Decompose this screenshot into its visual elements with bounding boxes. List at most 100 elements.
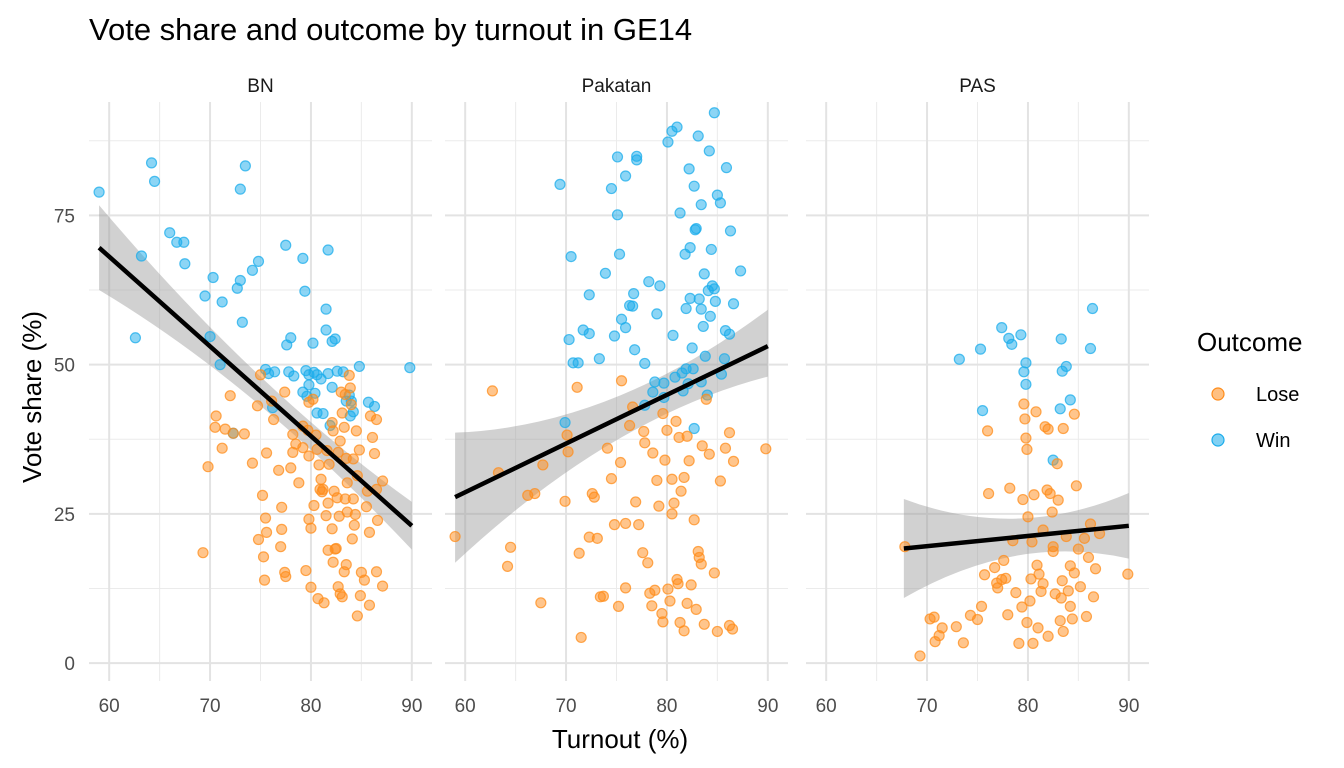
point-lose-bn	[320, 510, 332, 522]
point-lose-bn	[376, 475, 389, 487]
point-lose-pakatan	[696, 440, 708, 452]
point-lose-pakatan	[597, 590, 609, 602]
point-lose-pas	[1047, 545, 1059, 558]
point-lose-bn	[318, 597, 330, 609]
point-win-pakatan	[688, 180, 700, 192]
point-win-bn	[239, 160, 251, 172]
point-lose-bn	[371, 514, 384, 527]
point-lose-pakatan	[624, 419, 636, 432]
point-win-pakatan	[688, 422, 700, 435]
point-lose-pas	[928, 611, 940, 623]
point-lose-pas	[1033, 568, 1045, 580]
point-lose-bn	[343, 369, 355, 381]
point-lose-pas	[1004, 482, 1016, 494]
point-lose-bn	[257, 551, 270, 563]
point-lose-bn	[307, 393, 319, 405]
point-lose-pakatan	[651, 474, 663, 487]
panel-bn: BN	[89, 76, 432, 681]
point-lose-bn	[285, 462, 297, 474]
point-lose-pas	[1024, 595, 1036, 607]
point-lose-pakatan	[670, 415, 682, 427]
confidence-ribbon-pas	[903, 492, 1129, 599]
y-axis-title: Vote share (%)	[17, 311, 47, 483]
point-lose-pas	[1022, 511, 1034, 523]
point-lose-pas	[1046, 506, 1058, 518]
point-lose-pakatan	[727, 455, 740, 467]
point-lose-bn	[315, 473, 327, 485]
point-win-pakatan	[654, 280, 666, 292]
point-lose-pas	[1025, 573, 1037, 585]
point-lose-bn	[336, 591, 348, 603]
legend-title: Outcome	[1197, 327, 1303, 357]
point-lose-pas	[957, 637, 969, 649]
point-win-bn	[322, 244, 334, 256]
point-lose-bn	[358, 574, 371, 586]
point-lose-pakatan	[559, 495, 571, 507]
point-lose-pas	[1089, 563, 1102, 575]
point-lose-pas	[1000, 572, 1012, 584]
point-win-pakatan	[565, 250, 577, 263]
point-lose-pakatan	[638, 425, 650, 438]
point-lose-pakatan	[711, 625, 723, 638]
point-lose-bn	[251, 400, 264, 412]
legend-label-win: Win	[1256, 430, 1290, 452]
point-lose-bn	[347, 493, 359, 505]
point-lose-bn	[351, 610, 363, 622]
point-win-bn	[148, 175, 161, 187]
point-win-bn	[135, 250, 148, 262]
point-lose-bn	[246, 457, 259, 469]
point-lose-pas	[1122, 568, 1134, 580]
point-lose-pakatan	[659, 454, 671, 466]
point-win-bn	[236, 316, 248, 328]
point-win-pakatan	[684, 242, 696, 254]
point-lose-pakatan	[601, 442, 614, 454]
point-win-bn	[353, 360, 365, 373]
point-win-pakatan	[703, 145, 715, 157]
x-tick-label: 60	[816, 696, 837, 717]
point-lose-bn	[260, 447, 273, 459]
point-lose-pakatan	[714, 475, 727, 487]
point-lose-bn	[260, 526, 273, 538]
point-win-bn	[252, 255, 265, 267]
point-lose-bn	[258, 574, 271, 586]
point-lose-pas	[1052, 494, 1064, 506]
point-lose-pakatan	[647, 447, 659, 459]
point-lose-pas	[1042, 423, 1054, 435]
point-win-bn	[145, 157, 158, 169]
point-win-pakatan	[651, 308, 663, 320]
point-lose-bn	[313, 459, 325, 471]
point-lose-pas	[1051, 458, 1063, 470]
point-lose-pas	[1037, 578, 1049, 590]
point-win-pakatan	[599, 267, 612, 279]
point-lose-pakatan	[653, 500, 665, 512]
point-lose-pas	[1042, 630, 1054, 642]
point-lose-bn	[227, 427, 239, 439]
point-lose-bn	[275, 541, 287, 553]
point-win-pas	[1020, 378, 1032, 390]
point-win-pakatan	[684, 292, 696, 304]
x-tick-label: 90	[1118, 696, 1139, 717]
point-win-pakatan	[628, 288, 640, 300]
point-lose-pas	[1016, 601, 1028, 613]
point-win-bn	[303, 379, 315, 391]
point-lose-pakatan	[726, 623, 739, 635]
point-lose-pakatan	[633, 519, 645, 531]
point-lose-pakatan	[504, 541, 517, 553]
point-lose-pas	[1028, 489, 1040, 501]
point-lose-pakatan	[501, 560, 514, 572]
point-lose-bn	[202, 461, 214, 473]
point-lose-pakatan	[612, 600, 625, 612]
point-lose-pakatan	[681, 430, 693, 442]
point-lose-bn	[339, 388, 351, 401]
point-lose-bn	[360, 501, 373, 513]
x-axis-title: Turnout (%)	[552, 724, 688, 754]
point-lose-pakatan	[562, 446, 574, 458]
point-lose-pakatan	[668, 497, 680, 509]
point-win-pakatan	[734, 265, 747, 277]
point-win-pakatan	[619, 322, 632, 334]
point-lose-pas	[1072, 543, 1084, 555]
point-lose-pas	[1021, 616, 1033, 629]
point-lose-pakatan	[605, 473, 618, 485]
point-lose-pakatan	[608, 519, 621, 531]
